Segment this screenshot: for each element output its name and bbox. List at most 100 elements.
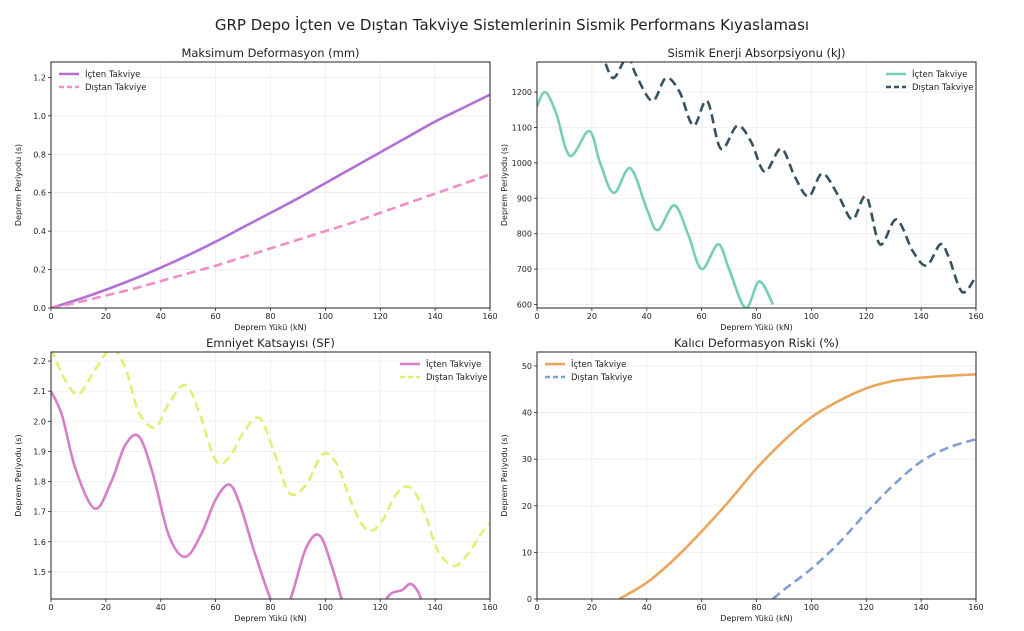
y-tick-label: 1100 bbox=[512, 123, 532, 132]
chart-panel-2: 0 20 40 60 80 100 120 140 160 600 700 800 900 1000 110… bbox=[500, 46, 984, 332]
series-line-1 bbox=[537, 90, 775, 308]
series-line-1 bbox=[618, 373, 976, 599]
legend: İçten Takviye Dıştan Takviye bbox=[886, 69, 974, 93]
x-tick-label: 0 bbox=[534, 312, 539, 321]
chart-panel-1: 0 20 40 60 80 100 120 140 160 0.0 0.2 0.4 0.6 0.8 1.0 1… bbox=[14, 46, 498, 332]
y-tick-label: 1000 bbox=[512, 159, 532, 168]
y-tick-label: 0.8 bbox=[33, 150, 46, 159]
series-line-1 bbox=[51, 93, 490, 308]
legend-label: Dıştan Takviye bbox=[571, 373, 633, 383]
x-tick-label: 140 bbox=[913, 312, 928, 321]
x-tick-label: 100 bbox=[804, 603, 819, 612]
chart-panels: 0 20 40 60 80 100 120 140 1600.00.20.40.60.81.01… bbox=[14, 46, 984, 623]
y-tick-label: 700 bbox=[517, 265, 532, 274]
x-axis-label: Deprem Yükü (kN) bbox=[720, 323, 792, 332]
y-tick-label: 20 bbox=[522, 502, 532, 511]
y-tick-label: 1200 bbox=[512, 88, 532, 97]
y-tick-label: 1.6 bbox=[33, 538, 46, 547]
chart-panel-3: 0 20 40 60 80 100 120 140 160 1.5 1.6 1.7 1.8 1.9 2.0 2… bbox=[14, 336, 498, 623]
legend: İçten Takviye Dıştan Takviye bbox=[59, 69, 147, 93]
legend-label: Dıştan Takviye bbox=[85, 83, 147, 93]
legend-label: Dıştan Takviye bbox=[912, 83, 974, 93]
x-axis-label: Deprem Yükü (kN) bbox=[234, 323, 306, 332]
legend-label: İçten Takviye bbox=[85, 69, 140, 80]
series-line-2 bbox=[772, 437, 976, 599]
x-tick-label: 100 bbox=[804, 312, 819, 321]
x-tick-label: 160 bbox=[482, 312, 497, 321]
y-tick-label: 10 bbox=[522, 548, 532, 557]
x-tick-label: 60 bbox=[211, 312, 221, 321]
x-tick-label: 120 bbox=[373, 312, 388, 321]
series-line-2 bbox=[51, 173, 490, 308]
y-tick-label: 2.2 bbox=[33, 357, 46, 366]
series-line-2 bbox=[51, 352, 490, 568]
x-tick-label: 20 bbox=[587, 312, 597, 321]
x-axis-label: Deprem Yükü (kN) bbox=[720, 614, 792, 623]
y-tick-label: 1.5 bbox=[33, 568, 46, 577]
x-tick-label: 20 bbox=[101, 312, 111, 321]
x-tick-label: 100 bbox=[318, 603, 333, 612]
x-tick-label: 80 bbox=[751, 603, 761, 612]
chart-title: Kalıcı Deformasyon Riski (%) bbox=[674, 336, 839, 350]
y-tick-label: 40 bbox=[522, 409, 532, 418]
x-tick-label: 60 bbox=[697, 603, 707, 612]
x-tick-label: 80 bbox=[751, 312, 761, 321]
x-tick-label: 0 bbox=[48, 312, 53, 321]
y-axis-label: Deprem Periyodu (s) bbox=[14, 434, 23, 516]
x-tick-label: 40 bbox=[156, 603, 166, 612]
y-tick-label: 900 bbox=[517, 194, 532, 203]
x-tick-label: 160 bbox=[968, 603, 983, 612]
y-tick-label: 0 bbox=[527, 595, 532, 604]
legend: İçten Takviye Dıştan Takviye bbox=[545, 359, 633, 383]
y-tick-label: 0.0 bbox=[33, 304, 46, 313]
chart-title: Maksimum Deformasyon (mm) bbox=[181, 46, 359, 60]
x-tick-label: 60 bbox=[697, 312, 707, 321]
y-tick-label: 1.2 bbox=[33, 73, 46, 82]
chart-title: Sismik Enerji Absorpsiyonu (kJ) bbox=[667, 46, 845, 60]
x-tick-label: 20 bbox=[101, 603, 111, 612]
y-tick-label: 600 bbox=[517, 300, 532, 309]
legend-label: İçten Takviye bbox=[912, 69, 967, 80]
x-tick-label: 120 bbox=[859, 603, 874, 612]
x-tick-label: 160 bbox=[968, 312, 983, 321]
y-axis-label: Deprem Periyodu (s) bbox=[14, 144, 23, 226]
y-tick-label: 1.8 bbox=[33, 478, 46, 487]
chart-title: Emniyet Katsayısı (SF) bbox=[206, 336, 335, 350]
legend: İçten Takviye Dıştan Takviye bbox=[400, 359, 488, 383]
y-tick-label: 30 bbox=[522, 455, 532, 464]
x-tick-label: 80 bbox=[265, 603, 275, 612]
x-tick-label: 120 bbox=[373, 603, 388, 612]
y-tick-label: 1.9 bbox=[33, 447, 46, 456]
x-tick-label: 80 bbox=[265, 312, 275, 321]
x-tick-label: 140 bbox=[913, 603, 928, 612]
x-axis-label: Deprem Yükü (kN) bbox=[234, 614, 306, 623]
legend-label: Dıştan Takviye bbox=[426, 373, 488, 383]
x-tick-label: 160 bbox=[482, 603, 497, 612]
legend-label: İçten Takviye bbox=[571, 359, 626, 370]
y-tick-label: 0.2 bbox=[33, 266, 46, 275]
y-axis-label: Deprem Periyodu (s) bbox=[500, 144, 509, 226]
x-tick-label: 120 bbox=[859, 312, 874, 321]
x-tick-label: 100 bbox=[318, 312, 333, 321]
x-tick-label: 20 bbox=[587, 603, 597, 612]
figure-title: GRP Depo İçten ve Dıştan Takviye Sisteml… bbox=[215, 15, 809, 34]
x-tick-label: 60 bbox=[211, 603, 221, 612]
x-tick-label: 0 bbox=[48, 603, 53, 612]
x-tick-label: 0 bbox=[534, 603, 539, 612]
series-line-1 bbox=[51, 390, 423, 599]
y-tick-label: 1.7 bbox=[33, 508, 46, 517]
y-tick-label: 1.0 bbox=[33, 112, 46, 121]
y-tick-label: 2.1 bbox=[33, 387, 46, 396]
x-tick-label: 40 bbox=[642, 312, 652, 321]
y-axis-label: Deprem Periyodu (s) bbox=[500, 434, 509, 516]
x-tick-label: 140 bbox=[427, 603, 442, 612]
y-tick-label: 0.6 bbox=[33, 189, 46, 198]
x-tick-label: 140 bbox=[427, 312, 442, 321]
x-tick-label: 40 bbox=[156, 312, 166, 321]
chart-panel-4: 0 20 40 60 80 100 120 140 160 0 10 20 30 40 50 Kalıcı D… bbox=[500, 336, 984, 623]
y-tick-label: 2.0 bbox=[33, 417, 46, 426]
legend-label: İçten Takviye bbox=[426, 359, 481, 370]
y-tick-label: 50 bbox=[522, 362, 532, 371]
y-tick-label: 800 bbox=[517, 230, 532, 239]
